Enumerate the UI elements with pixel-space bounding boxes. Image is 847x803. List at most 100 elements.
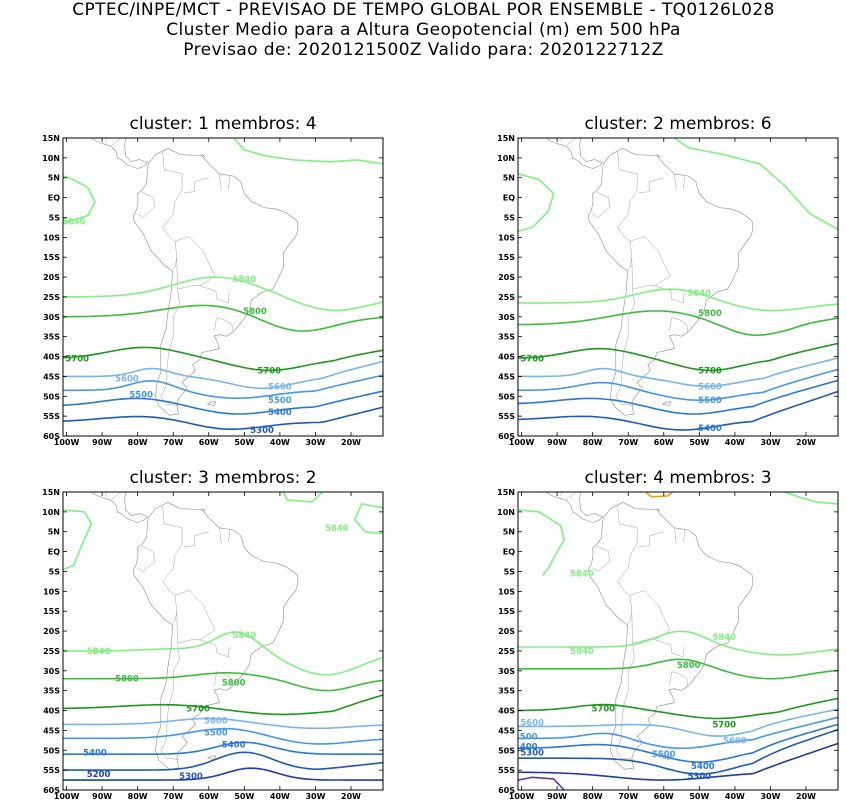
contour-label: 5840 [712, 633, 736, 643]
lon-tick-label: 20W [341, 792, 361, 801]
lon-tick-label: 20W [796, 792, 816, 801]
contour-label: 5800 [222, 679, 246, 689]
country-border [137, 545, 155, 572]
lat-tick-label: 60S [43, 432, 60, 441]
contour-label: 5700 [257, 366, 281, 376]
contour-line-5800 [63, 672, 383, 692]
contour-line-5840 [518, 630, 838, 656]
country-border [110, 138, 121, 147]
lat-tick-label: 10N [42, 154, 60, 163]
lat-tick-label: 30S [498, 667, 515, 676]
contour-line-5700 [63, 694, 383, 716]
contour-line-5840 [63, 174, 96, 225]
lon-tick-label: 30W [760, 792, 780, 801]
contour-label: 5600 [115, 374, 139, 384]
lat-tick-label: 10S [498, 233, 515, 242]
country-border [631, 611, 671, 643]
contour-label: 5500 [652, 750, 676, 760]
lon-tick-label: 50W [689, 792, 709, 801]
country-border [137, 191, 155, 218]
lat-tick-label: 25S [43, 647, 60, 656]
country-border [683, 175, 686, 189]
contour-line-5400 [518, 379, 838, 415]
lon-tick-label: 70W [618, 438, 638, 447]
lon-tick-label: 30W [305, 438, 325, 447]
contour-label: 5300 [179, 772, 203, 782]
contour-line-High [645, 492, 674, 498]
lat-tick-label: 15N [42, 488, 60, 497]
lat-tick-label: 25S [498, 293, 515, 302]
contour-line-5200 [518, 742, 838, 781]
lat-tick-label: EQ [48, 194, 60, 203]
lon-tick-label: 40W [725, 792, 745, 801]
lat-tick-label: 20S [498, 627, 515, 636]
contour-line-5840 [673, 138, 838, 231]
contour-label: 5840 [232, 275, 256, 285]
lat-tick-label: 60S [498, 432, 515, 441]
contour-line-5840 [63, 509, 93, 571]
country-border [629, 236, 671, 277]
contour-label: 5840 [62, 217, 86, 227]
lat-tick-label: 20S [43, 627, 60, 636]
lat-tick-label: 10N [42, 508, 60, 517]
contour-label: 5800 [677, 661, 701, 671]
lat-tick-label: 5N [48, 528, 60, 537]
island-outline [201, 508, 206, 512]
lat-tick-label: 5S [504, 567, 516, 576]
lon-tick-label: 100W [509, 438, 535, 447]
contour-label: 5500 [698, 396, 722, 406]
panel-2-title: cluster: 2 membros: 6 [584, 114, 772, 134]
south-america-coastline [133, 147, 299, 416]
panel-1-title: cluster: 1 membros: 4 [129, 114, 317, 134]
figure-title-line-3: Previsao de: 2020121500Z Valido para: 20… [183, 40, 664, 60]
country-border [654, 639, 685, 658]
contour-line-5600 [518, 708, 838, 737]
lat-tick-label: 30S [43, 667, 60, 676]
contour-label: 5400 [691, 762, 715, 772]
lat-tick-label: 25S [498, 647, 515, 656]
island-outline [201, 154, 206, 158]
lat-tick-label: 25S [43, 293, 60, 302]
lat-tick-label: 10S [498, 587, 515, 596]
country-border [199, 639, 230, 658]
contour-line-5800 [518, 658, 838, 680]
map-panel-4-content: 5840584058405800570057005600560050040053… [518, 492, 838, 790]
contour-label: 5800 [243, 307, 267, 317]
lon-tick-label: 90W [547, 792, 567, 801]
lat-tick-label: 50S [43, 746, 60, 755]
contour-label: 5700 [65, 355, 89, 365]
country-border [674, 173, 677, 190]
contour-label: 5400 [222, 740, 246, 750]
country-border [629, 590, 671, 631]
contour-label: 5300 [520, 748, 544, 758]
lat-tick-label: 5N [503, 174, 515, 183]
country-border [162, 214, 178, 271]
contour-line-5800 [518, 310, 838, 337]
lon-tick-label: 30W [305, 792, 325, 801]
panel-4-title: cluster: 4 membros: 3 [584, 468, 772, 488]
contour-line-5600 [63, 717, 383, 730]
lon-tick-label: 70W [163, 438, 183, 447]
map-frame [62, 491, 384, 791]
lon-tick-label: 20W [341, 438, 361, 447]
lon-tick-label: 20W [796, 438, 816, 447]
country-border [183, 177, 209, 194]
contour-line-5700 [518, 342, 838, 372]
contour-line-5840 [353, 502, 383, 535]
country-border [671, 317, 688, 332]
contour-line-5800 [63, 304, 383, 332]
lat-tick-label: 30S [43, 313, 60, 322]
contour-label: 5700 [186, 705, 210, 715]
central-america-coastline [90, 138, 148, 169]
contour-label: 5400 [698, 424, 722, 434]
contour-label: 5700 [520, 355, 544, 365]
country-border [617, 568, 633, 625]
contour-line-5300 [518, 390, 838, 431]
country-border [174, 236, 216, 277]
contour-line-5300 [63, 751, 383, 771]
lon-tick-label: 80W [583, 792, 603, 801]
country-border [617, 505, 638, 569]
contour-label: 5300 [250, 426, 274, 436]
lat-tick-label: 55S [43, 766, 60, 775]
